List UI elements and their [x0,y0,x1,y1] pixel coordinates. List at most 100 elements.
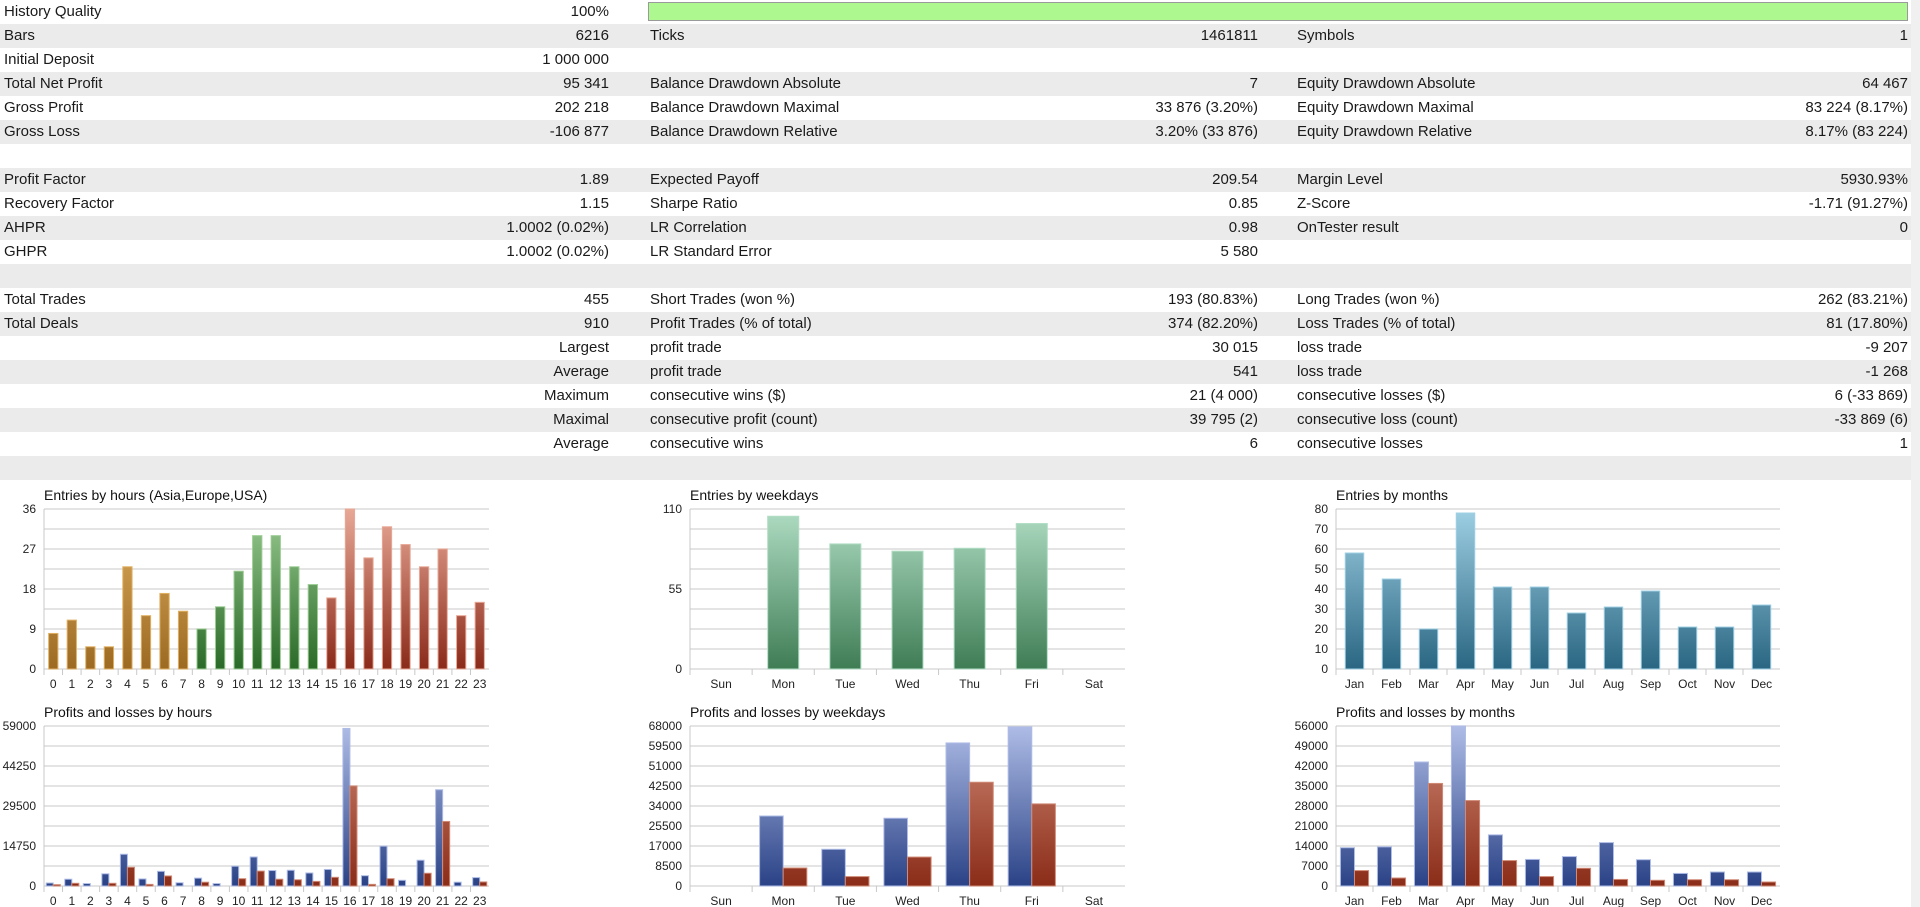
chart-title: Entries by hours (Asia,Europe,USA) [44,487,267,503]
loss-bar-Feb [1391,877,1407,887]
bar-Feb [1381,578,1402,670]
metric-label-2: profit trade [650,339,722,356]
profit-bar-Jul [1561,856,1577,887]
y-tick-label: 0 [1321,662,1328,676]
loss-bar-8 [201,881,210,887]
profit-bar-Wed [883,817,909,887]
y-tick-label: 0 [1321,879,1328,893]
x-tick-label: Oct [1678,677,1697,691]
loss-bar-Mar [1428,782,1444,887]
metric-label-3: Symbols [1297,27,1355,44]
loss-bar-12 [275,878,284,887]
vertical-scrollbar[interactable] [1911,0,1920,907]
profit-bar-21 [435,789,444,887]
x-tick-label: 12 [269,894,283,907]
metric-value-3: -1.71 (91.27%) [1808,195,1908,212]
profit-bar-12 [268,870,277,887]
y-tick-label: 59500 [649,739,683,753]
bar-Sep [1640,590,1661,670]
profit-bar-13 [286,869,295,887]
profit-bar-May [1487,834,1503,887]
profit-bar-14 [305,872,314,887]
x-tick-label: 22 [455,894,469,907]
metric-value-1: Average [553,363,609,380]
y-tick-label: 14750 [3,839,37,853]
profit-bar-15 [323,868,332,887]
x-tick-label: 20 [417,894,431,907]
table-row [0,456,1911,480]
metric-value-3: 81 (17.80%) [1826,315,1908,332]
metric-label-2: Balance Drawdown Absolute [650,75,841,92]
x-tick-label: Tue [835,894,856,907]
loss-bar-4 [126,866,135,887]
table-row: Initial Deposit 1 000 000 [0,48,1911,72]
x-tick-label: 7 [180,677,187,691]
x-tick-label: May [1491,894,1514,907]
metric-label-2: consecutive wins ($) [650,387,786,404]
profit-bar-Mar [1413,761,1429,887]
bar-Mar [1418,628,1439,670]
chart-title: Entries by weekdays [690,487,818,503]
loss-bar-5 [145,883,154,887]
metric-label-2: Balance Drawdown Maximal [650,99,840,116]
y-tick-label: 110 [663,502,682,516]
loss-bar-Wed [907,856,932,887]
y-tick-label: 50 [1315,562,1329,576]
loss-bar-20 [423,872,432,887]
loss-bar-Tue [844,876,870,887]
loss-bar-Jul [1576,867,1592,887]
x-tick-label: 20 [417,677,431,691]
table-row: Gross Loss -106 877 Balance Drawdown Relat… [0,120,1911,144]
table-row [0,264,1911,288]
loss-bar-Thu [969,781,994,887]
x-tick-label: Sep [1640,677,1662,691]
bar-Fri [1015,523,1048,670]
metric-value-2: 7 [1249,75,1258,92]
y-tick-label: 68000 [649,719,683,733]
x-tick-label: Apr [1456,894,1475,907]
y-tick-label: 42500 [649,779,683,793]
loss-bar-10 [238,878,247,887]
x-tick-label: Sat [1085,894,1104,907]
metric-value-1: 455 [583,291,609,308]
bar-Oct [1677,626,1698,670]
x-tick-label: 11 [251,677,264,691]
bar-20 [418,566,430,670]
metric-value-3: -9 207 [1865,339,1908,356]
y-tick-label: 30 [1315,602,1329,616]
metric-value-1: 1.0002 (0.02%) [506,243,609,260]
x-tick-label: 18 [380,894,394,907]
metric-label-3: Margin Level [1297,171,1383,188]
loss-bar-Mon [782,867,808,887]
x-tick-label: Nov [1714,677,1735,691]
x-tick-label: Tue [835,677,856,691]
y-tick-label: 55 [669,582,683,596]
loss-bar-13 [293,879,302,887]
x-tick-label: 8 [198,894,205,907]
profit-bar-17 [360,875,369,887]
x-tick-label: Thu [959,677,980,691]
profit-bar-23 [472,877,481,887]
x-tick-label: Mar [1418,677,1439,691]
loss-bar-16 [349,785,358,887]
bar-Wed [891,550,924,670]
metric-value-2: 209.54 [1212,171,1258,188]
x-tick-label: 17 [362,677,376,691]
metric-label-3: OnTester result [1297,219,1399,236]
x-tick-label: Aug [1603,677,1624,691]
metric-value-2: 193 (80.83%) [1167,291,1258,308]
bar-12 [270,535,281,670]
history-quality-value: 100% [570,3,609,20]
y-tick-label: 0 [29,662,36,676]
profit-bar-3 [101,873,110,887]
bar-2 [85,646,96,670]
y-tick-label: 35000 [1295,779,1329,793]
metric-label-2: consecutive wins [650,435,764,452]
x-tick-label: Jan [1345,894,1364,907]
bar-21 [437,548,448,670]
profit-bar-2 [82,883,91,887]
bar-14 [307,584,318,670]
loss-bar-11 [256,870,265,887]
x-tick-label: Fri [1025,894,1039,907]
